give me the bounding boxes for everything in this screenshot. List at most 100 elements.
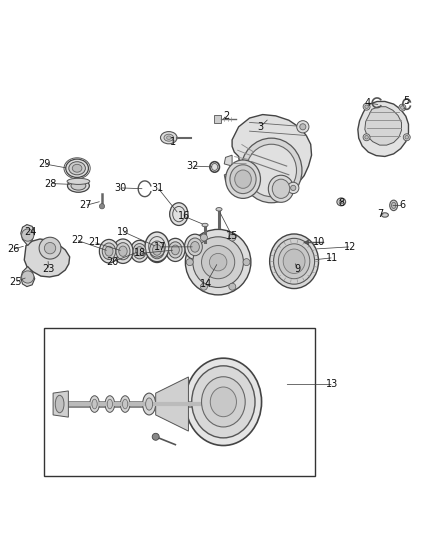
Ellipse shape [92,399,97,409]
Polygon shape [365,107,402,145]
Bar [44,328,315,476]
Ellipse shape [69,161,85,175]
Ellipse shape [164,134,173,141]
Ellipse shape [123,399,128,409]
Circle shape [201,234,208,241]
Ellipse shape [67,179,90,184]
Ellipse shape [381,213,389,217]
Polygon shape [224,173,232,183]
Ellipse shape [152,245,161,255]
Text: 2: 2 [223,111,229,121]
Ellipse shape [192,366,255,438]
Circle shape [193,237,244,287]
Ellipse shape [272,179,290,198]
Polygon shape [232,115,311,193]
Circle shape [229,234,236,241]
Ellipse shape [160,132,177,144]
Circle shape [365,135,368,139]
Polygon shape [304,240,308,245]
Circle shape [152,433,159,440]
Circle shape [300,124,306,130]
Circle shape [399,104,406,111]
Text: 14: 14 [200,279,212,289]
Text: 20: 20 [106,257,118,267]
Polygon shape [21,266,35,287]
Ellipse shape [169,242,182,258]
Ellipse shape [90,395,99,413]
Ellipse shape [226,160,261,198]
Circle shape [288,182,299,193]
Ellipse shape [147,237,167,263]
Text: 15: 15 [226,231,238,241]
Ellipse shape [170,203,188,225]
Ellipse shape [339,200,343,204]
Polygon shape [53,391,68,417]
Ellipse shape [150,241,164,259]
Text: 21: 21 [88,238,101,247]
Ellipse shape [185,358,261,446]
Circle shape [401,106,404,109]
Ellipse shape [55,395,64,413]
Circle shape [290,185,296,190]
Circle shape [186,259,193,265]
Ellipse shape [145,232,169,262]
Circle shape [21,271,34,283]
Circle shape [39,237,61,259]
Ellipse shape [66,159,88,177]
Circle shape [243,259,250,265]
Ellipse shape [136,247,143,256]
Ellipse shape [274,238,314,284]
Text: 22: 22 [71,235,83,245]
Text: 6: 6 [399,200,406,211]
Ellipse shape [202,223,208,227]
Text: 26: 26 [7,244,20,254]
Ellipse shape [283,249,305,273]
Circle shape [405,135,409,139]
Ellipse shape [230,165,256,193]
Text: 29: 29 [38,159,50,169]
Text: 17: 17 [154,242,166,252]
Ellipse shape [166,238,185,262]
Ellipse shape [143,393,155,415]
Text: 1: 1 [170,137,176,147]
Text: 16: 16 [178,211,190,221]
Ellipse shape [246,144,297,197]
Text: 19: 19 [117,227,129,237]
Ellipse shape [210,387,237,417]
Ellipse shape [72,164,82,172]
Polygon shape [358,101,409,157]
Text: 12: 12 [344,242,356,252]
Text: 8: 8 [338,198,344,208]
Circle shape [44,243,56,254]
Ellipse shape [279,244,310,279]
Ellipse shape [131,240,149,262]
Polygon shape [155,377,188,431]
Text: 18: 18 [134,248,147,259]
Ellipse shape [390,200,398,211]
Text: 13: 13 [326,379,339,390]
Circle shape [201,283,208,290]
Text: 3: 3 [258,122,264,132]
Ellipse shape [171,245,180,255]
Ellipse shape [241,138,302,203]
Circle shape [363,134,370,141]
Ellipse shape [67,179,89,192]
Text: 24: 24 [24,227,36,237]
Ellipse shape [113,239,133,263]
Polygon shape [224,155,232,166]
Ellipse shape [133,244,146,259]
Polygon shape [24,239,70,277]
Ellipse shape [337,198,346,206]
Ellipse shape [107,399,113,409]
Circle shape [201,246,235,279]
Ellipse shape [105,395,115,413]
Ellipse shape [187,238,202,256]
Circle shape [297,120,309,133]
Text: 31: 31 [152,183,164,193]
Polygon shape [21,224,35,246]
Text: 9: 9 [294,264,300,273]
Polygon shape [214,115,221,123]
Ellipse shape [102,243,116,260]
Ellipse shape [119,246,127,256]
Ellipse shape [184,234,205,260]
